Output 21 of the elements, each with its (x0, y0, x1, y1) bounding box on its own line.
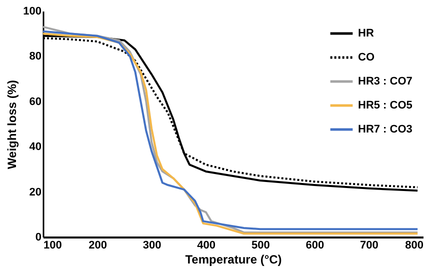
x-tick-label: 600 (306, 240, 324, 252)
y-axis-title: Weight loss (%) (5, 80, 20, 170)
legend-label: HR (358, 28, 374, 40)
y-tick-label: 20 (29, 186, 42, 198)
x-tick-label: 700 (360, 240, 378, 252)
x-tick-label: 800 (405, 240, 424, 252)
y-tick-label: 40 (29, 141, 42, 154)
x-tick-label: 500 (251, 240, 270, 252)
y-tick-label: 100 (23, 6, 42, 18)
legend-label: HR7 : CO3 (358, 124, 412, 136)
y-tick-label: 60 (29, 96, 42, 108)
x-tick-label: 200 (88, 240, 107, 252)
y-tick-label: 0 (35, 232, 42, 244)
y-tick-label: 80 (29, 50, 42, 63)
legend-label: HR3 : CO7 (358, 76, 412, 88)
x-axis-title: Temperature (°C) (185, 252, 282, 266)
x-tick-label: 300 (142, 240, 162, 252)
x-tick-label: 100 (44, 240, 62, 252)
x-tick-label: 400 (197, 240, 216, 252)
legend-label: HR5 : CO5 (358, 100, 412, 112)
legend-label: CO (358, 52, 375, 64)
